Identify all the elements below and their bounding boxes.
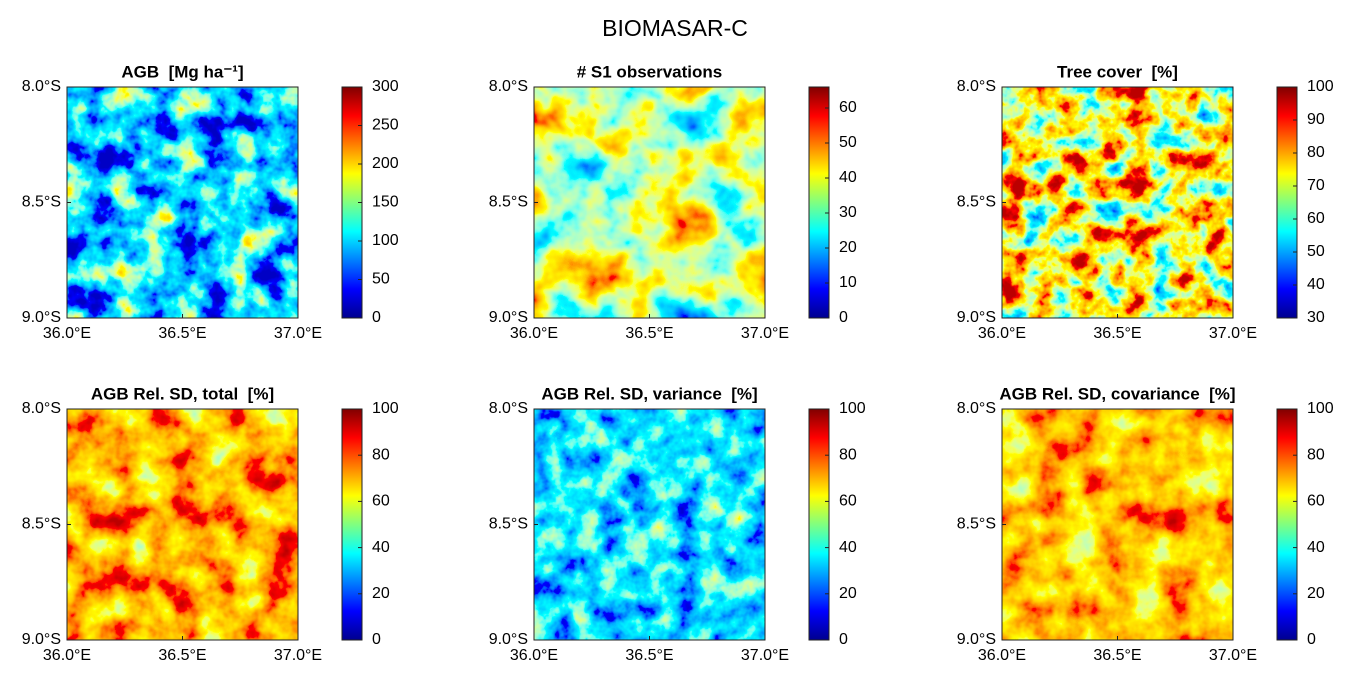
colorbar-tick-label: 50: [839, 134, 857, 151]
colorbar-tick-label: 80: [372, 446, 390, 463]
y-tick-label: 8.5°S: [22, 194, 61, 211]
colorbar-tick-label: 80: [839, 446, 857, 463]
colorbar-tick-label: 40: [1307, 539, 1325, 556]
x-tick-label: 37.0°E: [1209, 647, 1257, 664]
colorbar-tick-label: 0: [372, 631, 381, 648]
x-tick-label: 37.0°E: [741, 647, 789, 664]
colorbar-tick-label: 100: [1307, 78, 1334, 95]
panel-title: AGB [Mg ha⁻¹]: [121, 62, 243, 81]
y-tick-label: 8.0°S: [489, 78, 528, 95]
colorbar-tick-label: 100: [1307, 400, 1334, 417]
figure-title: BIOMASAR-C: [602, 15, 748, 41]
map-raster: [67, 409, 298, 640]
x-tick-label: 36.0°E: [510, 325, 558, 342]
x-tick-label: 37.0°E: [1209, 325, 1257, 342]
panel-title: AGB Rel. SD, total [%]: [91, 384, 274, 403]
x-tick-label: 36.0°E: [978, 325, 1026, 342]
colorbar-tick-label: 250: [372, 117, 399, 134]
x-tick-label: 36.5°E: [1093, 325, 1141, 342]
colorbar-tick-label: 40: [839, 169, 857, 186]
x-tick-label: 36.0°E: [43, 647, 91, 664]
colorbar-tick-label: 40: [372, 539, 390, 556]
colorbar: [808, 408, 830, 641]
colorbar: [341, 408, 363, 641]
y-tick-label: 8.0°S: [489, 400, 528, 417]
y-tick-label: 9.0°S: [957, 631, 996, 648]
colorbar-tick-label: 20: [839, 239, 857, 256]
colorbar-tick-label: 20: [1307, 585, 1325, 602]
x-tick-label: 36.5°E: [625, 647, 673, 664]
y-tick-label: 9.0°S: [957, 309, 996, 326]
y-tick-label: 8.5°S: [22, 516, 61, 533]
x-tick-label: 36.0°E: [43, 325, 91, 342]
colorbar-tick-label: 60: [839, 99, 857, 116]
y-tick-label: 8.5°S: [957, 194, 996, 211]
colorbar-tick-label: 100: [372, 400, 399, 417]
colorbar-tick-label: 0: [839, 309, 848, 326]
colorbar-tick-label: 60: [1307, 493, 1325, 510]
colorbar-tick-label: 200: [372, 155, 399, 172]
colorbar-tick-label: 70: [1307, 177, 1325, 194]
colorbar-tick-label: 90: [1307, 111, 1325, 128]
colorbar-tick-label: 0: [1307, 631, 1316, 648]
x-tick-label: 36.5°E: [158, 325, 206, 342]
colorbar-tick-label: 100: [372, 232, 399, 249]
colorbar-tick-label: 300: [372, 78, 399, 95]
colorbar-tick-label: 40: [1307, 276, 1325, 293]
x-tick-label: 36.5°E: [158, 647, 206, 664]
x-tick-label: 36.5°E: [625, 325, 673, 342]
panel-title: AGB Rel. SD, variance [%]: [541, 384, 757, 403]
colorbar-tick-label: 20: [372, 585, 390, 602]
y-tick-label: 9.0°S: [489, 309, 528, 326]
colorbar: [1276, 86, 1298, 319]
colorbar-tick-label: 0: [372, 309, 381, 326]
map-raster: [534, 409, 765, 640]
x-tick-label: 37.0°E: [274, 325, 322, 342]
y-tick-label: 8.0°S: [957, 78, 996, 95]
colorbar-tick-label: 30: [1307, 309, 1325, 326]
map-raster: [67, 87, 298, 318]
colorbar: [1276, 408, 1298, 641]
colorbar-tick-label: 20: [839, 585, 857, 602]
colorbar-tick-label: 40: [839, 539, 857, 556]
colorbar-tick-label: 50: [372, 271, 390, 288]
colorbar-tick-label: 60: [372, 493, 390, 510]
colorbar: [808, 86, 830, 319]
x-tick-label: 36.0°E: [978, 647, 1026, 664]
x-tick-label: 37.0°E: [741, 325, 789, 342]
panel-title: Tree cover [%]: [1057, 62, 1178, 81]
colorbar-tick-label: 80: [1307, 446, 1325, 463]
panel-title: # S1 observations: [577, 62, 723, 81]
y-tick-label: 8.5°S: [957, 516, 996, 533]
map-raster: [1002, 409, 1233, 640]
colorbar-tick-label: 100: [839, 400, 866, 417]
x-tick-label: 36.0°E: [510, 647, 558, 664]
colorbar-tick-label: 150: [372, 194, 399, 211]
y-tick-label: 9.0°S: [22, 631, 61, 648]
y-tick-label: 8.0°S: [22, 400, 61, 417]
map-raster: [534, 87, 765, 318]
colorbar-tick-label: 60: [1307, 210, 1325, 227]
y-tick-label: 9.0°S: [489, 631, 528, 648]
map-raster: [1002, 87, 1233, 318]
colorbar-tick-label: 50: [1307, 243, 1325, 260]
panel-title: AGB Rel. SD, covariance [%]: [999, 384, 1235, 403]
x-tick-label: 36.5°E: [1093, 647, 1141, 664]
colorbar-tick-label: 80: [1307, 144, 1325, 161]
y-tick-label: 8.5°S: [489, 194, 528, 211]
y-tick-label: 8.0°S: [22, 78, 61, 95]
colorbar-tick-label: 60: [839, 493, 857, 510]
colorbar-tick-label: 10: [839, 274, 857, 291]
colorbar-tick-label: 0: [839, 631, 848, 648]
y-tick-label: 8.5°S: [489, 516, 528, 533]
x-tick-label: 37.0°E: [274, 647, 322, 664]
y-tick-label: 8.0°S: [957, 400, 996, 417]
colorbar-tick-label: 30: [839, 204, 857, 221]
y-tick-label: 9.0°S: [22, 309, 61, 326]
